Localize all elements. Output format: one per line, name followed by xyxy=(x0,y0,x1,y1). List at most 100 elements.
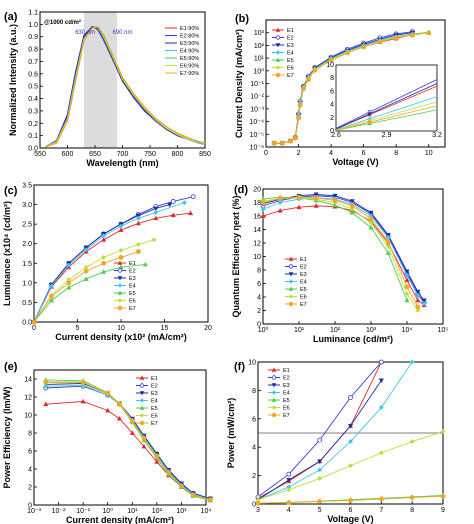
panel-label: (c) xyxy=(4,185,18,197)
data-point xyxy=(301,86,306,91)
y-tick-label: 8 xyxy=(252,388,256,395)
y-tick-label: 14 xyxy=(24,377,32,384)
data-point xyxy=(313,195,319,201)
series-line-e1 xyxy=(262,205,425,306)
data-point xyxy=(348,463,353,469)
inset-y-tick-label: 10 xyxy=(326,62,334,69)
data-point xyxy=(317,437,323,443)
y-tick-label: 16 xyxy=(253,214,261,221)
data-point xyxy=(166,470,171,476)
data-point xyxy=(207,497,213,503)
y-tick-label: 10⁻⁴ xyxy=(250,119,265,126)
data-point xyxy=(378,496,384,502)
data-point xyxy=(415,293,421,299)
y-tick-label: 2 xyxy=(252,473,256,480)
x-tick-label: 10 xyxy=(117,325,125,332)
data-point xyxy=(292,135,298,141)
data-point xyxy=(271,140,277,146)
legend-label: E3 xyxy=(283,383,290,389)
data-point xyxy=(49,294,54,299)
legend-label: E1 xyxy=(287,28,294,34)
data-point xyxy=(170,199,176,204)
x-tick-label: 6 xyxy=(349,507,353,514)
legend: E1:90% E2:80%E3:90% E4:90%E5:90% E6:90%E7:9… xyxy=(165,26,199,77)
y-tick-label: 10² xyxy=(254,43,265,50)
panel-label: (e) xyxy=(4,361,18,373)
y-tick-label: 4 xyxy=(28,467,32,474)
data-point xyxy=(260,206,266,212)
y-tick-label: 10³ xyxy=(254,30,265,37)
y-tick-label: 10⁻³ xyxy=(250,106,264,113)
data-point xyxy=(260,213,266,218)
data-point xyxy=(129,430,135,435)
y-tick-label: 10¹ xyxy=(254,56,265,63)
data-point xyxy=(440,493,446,499)
legend-label: E5 xyxy=(287,58,294,64)
legend-marker xyxy=(117,305,123,311)
legend-marker xyxy=(275,65,281,70)
inset-y-tick-label: 0 xyxy=(330,128,334,135)
series-line-e7 xyxy=(262,196,419,308)
data-point xyxy=(385,239,391,245)
data-point xyxy=(404,272,410,278)
annotation: 690 nm xyxy=(112,30,132,36)
legend-label: E2 xyxy=(287,36,294,42)
data-point xyxy=(286,487,292,493)
legend-marker xyxy=(288,272,294,277)
legend-label: E6:90% xyxy=(180,64,199,70)
inset-x-tick-label: 2.6 xyxy=(331,132,341,139)
inset-y-tick-label: 2 xyxy=(330,115,334,122)
legend-label: E3 xyxy=(129,276,136,282)
y-tick-label: 0.2 xyxy=(28,121,38,128)
inset-series-line xyxy=(335,105,438,131)
data-point xyxy=(179,483,184,489)
x-tick-label: 800 xyxy=(172,151,184,158)
legend-label: E6 xyxy=(151,414,158,420)
series-line-e5 xyxy=(262,196,408,301)
legend-marker xyxy=(288,256,294,261)
legend-label: E1 xyxy=(300,257,307,263)
data-point xyxy=(421,298,427,303)
y-tick-label: 0.7 xyxy=(28,59,38,66)
y-tick-label: 1.5 xyxy=(22,261,32,268)
inset-y-tick-label: 8 xyxy=(330,75,334,82)
y-tick-label: 12 xyxy=(253,241,261,248)
data-point xyxy=(116,415,122,421)
data-point xyxy=(101,233,107,239)
x-tick-label: 10 xyxy=(425,150,433,157)
series-line-e4 xyxy=(33,202,185,323)
data-point xyxy=(415,297,421,303)
data-point xyxy=(190,492,196,498)
series-line-e4 xyxy=(262,197,425,305)
data-point xyxy=(154,453,160,459)
legend-marker xyxy=(139,420,145,426)
data-point xyxy=(170,212,176,218)
legend-label: E6 xyxy=(287,66,294,72)
y-tick-label: 0.4 xyxy=(28,96,38,103)
legend-marker xyxy=(271,367,277,372)
y-tick-label: 1.0 xyxy=(28,22,38,29)
data-point xyxy=(286,477,292,483)
series-line-e7 xyxy=(274,32,429,144)
data-point xyxy=(105,390,111,396)
x-tick-label: 850 xyxy=(199,151,211,158)
legend-marker xyxy=(117,298,123,303)
legend-marker xyxy=(271,375,277,380)
data-point xyxy=(167,202,173,208)
y-tick-label: 0.5 xyxy=(22,300,32,307)
data-point xyxy=(404,297,410,303)
data-point xyxy=(182,200,187,206)
data-point xyxy=(368,224,374,230)
legend-marker xyxy=(275,43,281,48)
series-line-e3 xyxy=(262,193,425,301)
y-tick-label: 0.0 xyxy=(22,320,32,327)
legend-label: E5 xyxy=(151,406,158,412)
data-point xyxy=(313,192,319,198)
data-point xyxy=(135,220,141,226)
y-tick-label: 6 xyxy=(28,449,32,456)
data-point xyxy=(368,210,374,216)
data-point xyxy=(296,204,302,210)
legend-label: E6 xyxy=(283,406,290,412)
data-point xyxy=(83,268,89,274)
